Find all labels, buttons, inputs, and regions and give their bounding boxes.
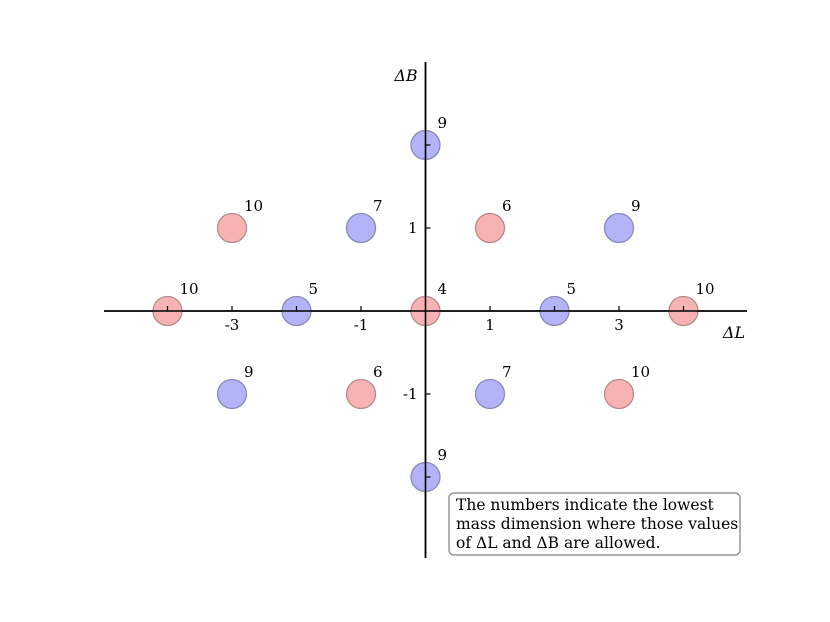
x-tick-label: -1 xyxy=(354,316,369,334)
data-label: 10 xyxy=(696,280,715,298)
data-point xyxy=(474,212,506,244)
data-label: 10 xyxy=(180,280,199,298)
y-tick-label: 1 xyxy=(408,219,418,237)
data-label: 10 xyxy=(631,363,650,381)
data-label: 9 xyxy=(438,114,448,132)
data-label: 5 xyxy=(309,280,319,298)
annotation-line-3: of ΔL and ΔB are allowed. xyxy=(456,534,661,552)
data-label: 5 xyxy=(567,280,577,298)
data-label: 6 xyxy=(373,363,383,381)
annotation: The numbers indicate the lowest mass dim… xyxy=(448,492,741,556)
x-tick-label: 1 xyxy=(485,316,495,334)
x-tick-label: -3 xyxy=(225,316,240,334)
data-label: 7 xyxy=(502,363,512,381)
data-label: 6 xyxy=(502,197,512,215)
data-label: 10 xyxy=(244,197,263,215)
data-label: 4 xyxy=(438,280,448,298)
data-point xyxy=(216,378,248,410)
data-label: 9 xyxy=(631,197,641,215)
annotation-line-1: The numbers indicate the lowest xyxy=(456,496,715,514)
data-point xyxy=(216,212,248,244)
data-point xyxy=(474,378,506,410)
data-label: 7 xyxy=(373,197,383,215)
annotation-line-2: mass dimension where those values xyxy=(456,515,738,533)
data-point xyxy=(345,378,377,410)
x-axis-label: ΔL xyxy=(722,323,745,342)
data-point xyxy=(345,212,377,244)
data-points: 9 10 7 6 9 10 5 4 5 10 9 6 7 10 9 xyxy=(104,62,747,558)
y-tick-label: -1 xyxy=(403,385,418,403)
data-point xyxy=(603,212,635,244)
data-label: 9 xyxy=(438,446,448,464)
data-point xyxy=(603,378,635,410)
x-tick-label: 3 xyxy=(614,316,624,334)
data-label: 9 xyxy=(244,363,254,381)
annotation-box xyxy=(448,492,741,556)
y-axis-label: ΔB xyxy=(393,66,418,85)
